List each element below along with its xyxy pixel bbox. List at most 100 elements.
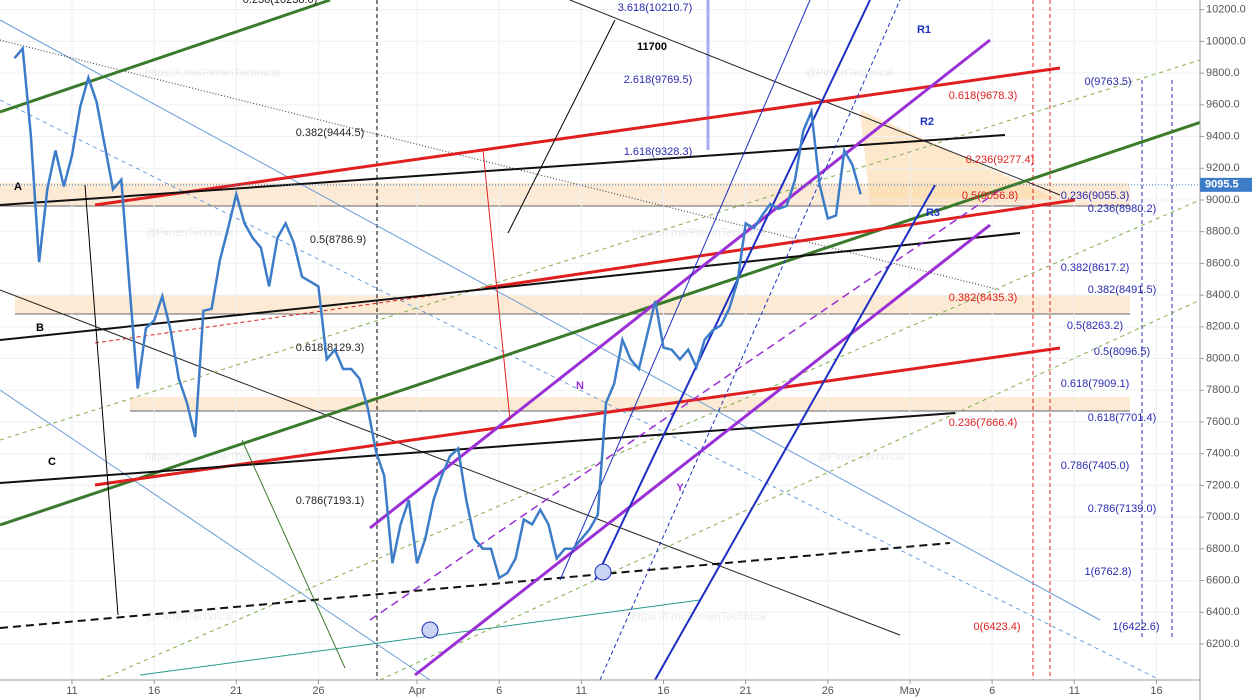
y-tick-label: 7400.0	[1206, 448, 1240, 460]
trendline	[594, 0, 871, 581]
y-tick-label: 10200.0	[1206, 4, 1246, 16]
x-tick-label: 16	[657, 685, 669, 697]
x-tick-label: 26	[312, 685, 324, 697]
annotation: 0.618(7909.1)	[1061, 378, 1130, 390]
last-price-label: 9095.5	[1205, 179, 1239, 191]
annotation: 0.786(7405.0)	[1061, 460, 1130, 472]
arrow	[241, 439, 346, 669]
marker	[421, 621, 439, 639]
annotation: 2.618(9769.5)	[624, 74, 693, 86]
trendlines	[0, 0, 1252, 681]
annotation: 0.236(7666.4)	[949, 417, 1018, 429]
annotation: 11700	[637, 41, 667, 53]
trendline	[94, 287, 486, 344]
trendline	[599, 0, 901, 681]
annotation: N	[576, 380, 584, 392]
annotation: 0.382(8435.3)	[949, 292, 1018, 304]
marker	[594, 563, 612, 581]
trendline	[0, 412, 956, 484]
y-tick-label: 9200.0	[1206, 162, 1240, 174]
trendline	[0, 39, 1001, 291]
trendline	[139, 599, 701, 676]
annotation: 0.5(9056.8)	[962, 190, 1018, 202]
y-tick-label: 9800.0	[1206, 67, 1240, 79]
trendline	[484, 198, 1076, 290]
trendline	[0, 103, 1252, 527]
last-price-tag	[1200, 177, 1252, 192]
x-tick-label: 11	[576, 685, 587, 697]
annotation: 0.236(9055.3)	[1061, 190, 1130, 202]
price-axis-bg	[1200, 0, 1252, 700]
x-tick-label: 16	[148, 685, 160, 697]
x-tick-label: 11	[66, 685, 77, 697]
annotation: R1	[917, 24, 931, 36]
price-line	[13, 45, 862, 580]
annotation: 0(6423.4)	[973, 621, 1020, 633]
y-tick-label: 10000.0	[1206, 35, 1246, 47]
x-tick-label: 21	[230, 685, 242, 697]
annotation: 1(6422.6)	[1112, 621, 1159, 633]
watermark: @PimenTechnical	[145, 227, 233, 239]
y-tick-label: 7200.0	[1206, 479, 1240, 491]
annotation: R3	[926, 207, 940, 219]
y-tick-label: 7000.0	[1206, 511, 1240, 523]
trendline	[0, 232, 1021, 341]
x-tick-label: Apr	[408, 685, 425, 697]
trendline	[0, 19, 1101, 621]
trendline	[0, 289, 901, 636]
watermark: https://t.me/PimenTechnical	[145, 451, 280, 463]
plot	[13, 45, 862, 580]
y-tick-label: 9000.0	[1206, 194, 1240, 206]
annotation: 0.382(8617.2)	[1061, 262, 1130, 274]
y-tick-label: 7800.0	[1206, 384, 1240, 396]
annotation: 0.618(7701.4)	[1088, 412, 1157, 424]
watermark: https://t.me/PimenTechnical	[632, 611, 767, 623]
trendline	[559, 0, 811, 581]
annotation: 0.382(9444.5)	[296, 127, 365, 139]
x-tick-label: 11	[1069, 685, 1080, 697]
trendline	[94, 346, 1061, 487]
y-tick-label: 7600.0	[1206, 416, 1240, 428]
annotation: Y	[676, 482, 684, 494]
y-tick-label: 8800.0	[1206, 226, 1240, 238]
trendline	[0, 0, 331, 114]
annotation: 0.786(7193.1)	[296, 495, 365, 507]
annotation: C	[48, 456, 56, 468]
trendline	[0, 542, 951, 629]
watermark: @PimenTechnical	[805, 67, 893, 79]
annotation: 0.382(8491.5)	[1088, 284, 1157, 296]
annotation: R2	[920, 116, 934, 128]
x-tick-label: 21	[740, 685, 752, 697]
watermarks: https://t.me/PimenTechnical @PimenTechnic…	[145, 67, 905, 623]
y-tick-label: 9600.0	[1206, 99, 1240, 111]
arrow	[507, 19, 616, 234]
annotation: 0.236(8980.2)	[1088, 203, 1157, 215]
trendline	[94, 66, 1061, 207]
x-tick-label: 6	[496, 685, 502, 697]
trendline	[414, 223, 991, 677]
y-tick-label: 6600.0	[1206, 574, 1240, 586]
x-tick-label: May	[900, 685, 921, 697]
annotation: 0.5(8096.5)	[1094, 346, 1150, 358]
y-tick-label: 8400.0	[1206, 289, 1240, 301]
arrow	[84, 184, 119, 616]
y-tick-label: 8200.0	[1206, 321, 1240, 333]
band	[130, 397, 1130, 411]
y-tick-label: 6200.0	[1206, 638, 1240, 650]
y-tick-label: 8000.0	[1206, 352, 1240, 364]
annotation: 0.5(8786.9)	[310, 234, 366, 246]
watermark: https://t.me/PimenTechnical	[145, 67, 280, 79]
trendline	[0, 99, 1161, 681]
trendline	[569, 0, 1061, 196]
y-tick-label: 6800.0	[1206, 543, 1240, 555]
annotation: 1(6762.8)	[1084, 566, 1131, 578]
trendline	[99, 199, 1201, 681]
x-tick-label: 16	[1150, 685, 1162, 697]
trendline	[369, 38, 991, 530]
trendline	[379, 299, 1201, 681]
annotations: 0.236(10238.0) 3.618(10210.7) 11700 2.618(9…	[14, 0, 1160, 633]
annotation: 0.5(8263.2)	[1067, 320, 1123, 332]
watermark: @PimenTechnical	[145, 611, 233, 623]
annotation: A	[14, 181, 22, 193]
y-tick-label: 9400.0	[1206, 130, 1240, 142]
